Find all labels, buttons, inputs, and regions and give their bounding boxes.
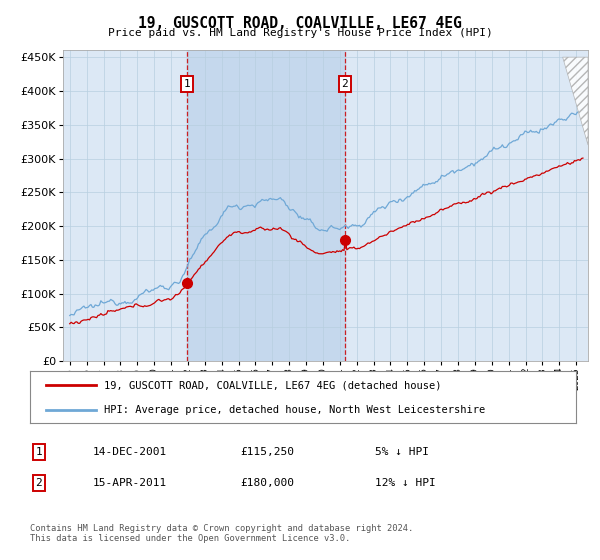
Text: 19, GUSCOTT ROAD, COALVILLE, LE67 4EG: 19, GUSCOTT ROAD, COALVILLE, LE67 4EG bbox=[138, 16, 462, 31]
Bar bbox=[187, 50, 345, 361]
Text: 14-DEC-2001: 14-DEC-2001 bbox=[93, 447, 167, 457]
Text: 12% ↓ HPI: 12% ↓ HPI bbox=[375, 478, 436, 488]
Text: 2: 2 bbox=[35, 478, 43, 488]
Text: 5% ↓ HPI: 5% ↓ HPI bbox=[375, 447, 429, 457]
Polygon shape bbox=[563, 57, 588, 145]
Text: HPI: Average price, detached house, North West Leicestershire: HPI: Average price, detached house, Nort… bbox=[104, 405, 485, 415]
Text: 19, GUSCOTT ROAD, COALVILLE, LE67 4EG (detached house): 19, GUSCOTT ROAD, COALVILLE, LE67 4EG (d… bbox=[104, 380, 441, 390]
Text: 2: 2 bbox=[341, 79, 348, 89]
Text: Price paid vs. HM Land Registry's House Price Index (HPI): Price paid vs. HM Land Registry's House … bbox=[107, 28, 493, 38]
Text: Contains HM Land Registry data © Crown copyright and database right 2024.
This d: Contains HM Land Registry data © Crown c… bbox=[30, 524, 413, 543]
Text: £115,250: £115,250 bbox=[240, 447, 294, 457]
Text: 1: 1 bbox=[35, 447, 43, 457]
Text: 1: 1 bbox=[184, 79, 191, 89]
Text: 15-APR-2011: 15-APR-2011 bbox=[93, 478, 167, 488]
Text: £180,000: £180,000 bbox=[240, 478, 294, 488]
